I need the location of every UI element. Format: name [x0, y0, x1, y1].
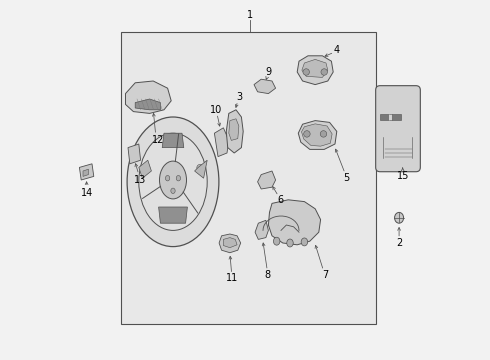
Ellipse shape — [273, 237, 280, 245]
Polygon shape — [392, 114, 400, 120]
Polygon shape — [269, 200, 320, 245]
Polygon shape — [159, 207, 187, 223]
Text: 3: 3 — [236, 92, 242, 102]
Polygon shape — [258, 171, 275, 189]
Ellipse shape — [166, 176, 170, 181]
Ellipse shape — [197, 165, 203, 171]
Polygon shape — [389, 112, 392, 122]
Polygon shape — [128, 144, 141, 164]
Ellipse shape — [139, 133, 207, 230]
Ellipse shape — [394, 212, 404, 223]
Ellipse shape — [143, 165, 149, 171]
Polygon shape — [229, 119, 239, 140]
Polygon shape — [254, 79, 275, 94]
Text: 2: 2 — [396, 238, 402, 248]
Ellipse shape — [304, 131, 310, 137]
Polygon shape — [195, 160, 207, 178]
Polygon shape — [302, 59, 328, 77]
Text: 13: 13 — [134, 175, 146, 185]
Text: 7: 7 — [322, 270, 328, 280]
Text: 6: 6 — [277, 195, 283, 205]
Polygon shape — [139, 160, 151, 178]
Polygon shape — [215, 128, 229, 157]
Polygon shape — [380, 114, 389, 120]
Text: 11: 11 — [225, 273, 238, 283]
Polygon shape — [219, 234, 241, 253]
Ellipse shape — [321, 69, 327, 75]
Bar — [121, 32, 376, 324]
Polygon shape — [255, 220, 269, 239]
Polygon shape — [223, 238, 237, 248]
Polygon shape — [298, 121, 337, 149]
Polygon shape — [125, 81, 171, 113]
Ellipse shape — [127, 117, 219, 247]
Ellipse shape — [303, 69, 310, 75]
Polygon shape — [226, 110, 243, 153]
Polygon shape — [135, 99, 160, 110]
Polygon shape — [79, 164, 94, 180]
Ellipse shape — [160, 161, 187, 199]
FancyBboxPatch shape — [376, 86, 420, 172]
Ellipse shape — [320, 131, 327, 137]
Polygon shape — [162, 133, 184, 148]
Polygon shape — [297, 56, 333, 85]
Ellipse shape — [176, 176, 180, 181]
Polygon shape — [83, 169, 88, 176]
Ellipse shape — [171, 188, 175, 194]
Text: 10: 10 — [210, 105, 222, 115]
Text: 4: 4 — [334, 45, 340, 55]
Ellipse shape — [301, 238, 308, 246]
Text: 15: 15 — [397, 171, 410, 181]
Text: 1: 1 — [247, 10, 253, 21]
Ellipse shape — [287, 239, 293, 247]
Text: 12: 12 — [152, 135, 164, 145]
Text: 8: 8 — [265, 270, 271, 280]
Text: 14: 14 — [80, 188, 93, 198]
Text: 5: 5 — [343, 173, 350, 183]
Polygon shape — [301, 124, 332, 146]
Text: 9: 9 — [266, 67, 271, 77]
